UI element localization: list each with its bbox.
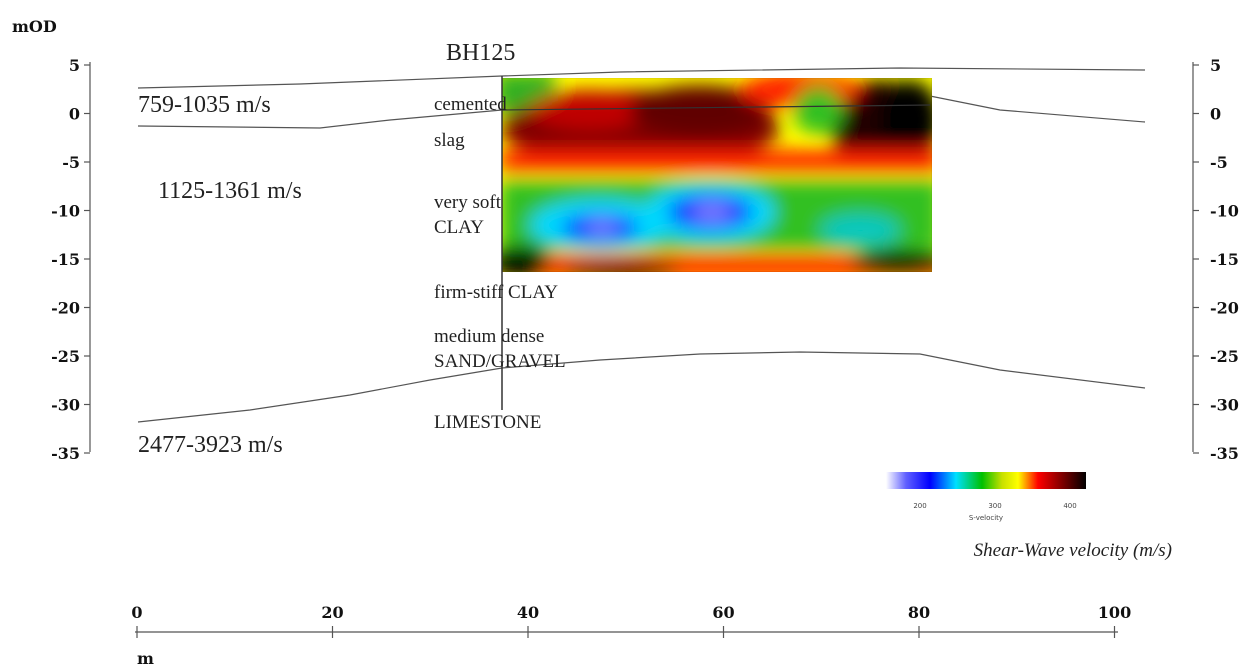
x-axis: 0 20 40 60 80 100 m	[131, 603, 1131, 667]
x-tick-label: 40	[517, 603, 539, 622]
left-y-tick-label: -10	[51, 202, 80, 221]
right-y-tick-label: -35	[1210, 444, 1239, 463]
x-axis-unit: m	[137, 649, 154, 667]
left-y-tick-label: -35	[51, 444, 80, 463]
borehole-layer-label: cemented	[434, 94, 507, 115]
velocity-legend: 200 300 400 S-velocity Shear-Wave velocity…	[886, 472, 1172, 561]
left-y-tick-label: -20	[51, 299, 80, 318]
left-y-axis: 5 0 -5 -10 -15 -20 -25 -30 -35	[51, 56, 91, 463]
ground-surface-line	[137, 67, 1146, 89]
right-y-tick-label: -5	[1210, 153, 1228, 172]
borehole-layer-label: medium dense	[434, 326, 544, 347]
borehole-layer-label: slag	[434, 130, 465, 151]
borehole-layer-label-line2: SAND/GRAVEL	[434, 351, 566, 372]
right-y-tick-label: -20	[1210, 299, 1239, 318]
legend-tick-label: 300	[988, 502, 1001, 510]
x-tick-label: 80	[908, 603, 930, 622]
x-tick-label: 100	[1098, 603, 1131, 622]
limestone-boundary-line	[137, 351, 1146, 423]
legend-tick-label: 200	[913, 502, 926, 510]
borehole-layer-label-line2: CLAY	[434, 217, 484, 238]
right-y-tick-label: 0	[1210, 105, 1221, 124]
borehole-label: BH125	[446, 40, 515, 66]
right-y-tick-label: -25	[1210, 347, 1239, 366]
left-y-tick-label: 0	[69, 105, 80, 124]
right-y-tick-label: -30	[1210, 396, 1239, 415]
x-tick-label: 0	[131, 603, 142, 622]
left-y-tick-label: -15	[51, 250, 80, 269]
left-y-tick-label: -30	[51, 396, 80, 415]
section-boundary-line	[501, 104, 931, 111]
borehole-layer-label: firm-stiff CLAY	[434, 282, 558, 303]
right-y-tick-label: -15	[1210, 250, 1239, 269]
left-y-tick-label: 5	[69, 56, 80, 75]
borehole-layer-label: very soft	[434, 192, 502, 213]
right-y-tick-label: -10	[1210, 202, 1239, 221]
left-y-tick-label: -25	[51, 347, 80, 366]
right-y-tick-label: 5	[1210, 56, 1221, 75]
left-y-tick-label: -5	[62, 153, 80, 172]
velocity-section-image	[502, 78, 932, 272]
borehole-layer-label: LIMESTONE	[434, 412, 541, 433]
x-tick-label: 20	[321, 603, 343, 622]
borehole: BH125 cemented slag very soft CLAY firm-stif…	[434, 40, 566, 433]
legend-colorbar	[886, 472, 1086, 489]
x-tick-label: 60	[712, 603, 734, 622]
velocity-zone-bottom: 2477-3923 m/s	[138, 432, 283, 458]
legend-tick-label: 400	[1063, 502, 1076, 510]
y-axis-unit: mOD	[12, 17, 57, 36]
right-y-axis: 5 0 -5 -10 -15 -20 -25 -30 -35	[1192, 56, 1239, 463]
velocity-zone-top: 759-1035 m/s	[138, 92, 271, 118]
velocity-zone-middle: 1125-1361 m/s	[158, 178, 302, 204]
legend-caption: S-velocity	[969, 514, 1003, 522]
legend-title: Shear-Wave velocity (m/s)	[974, 540, 1172, 561]
